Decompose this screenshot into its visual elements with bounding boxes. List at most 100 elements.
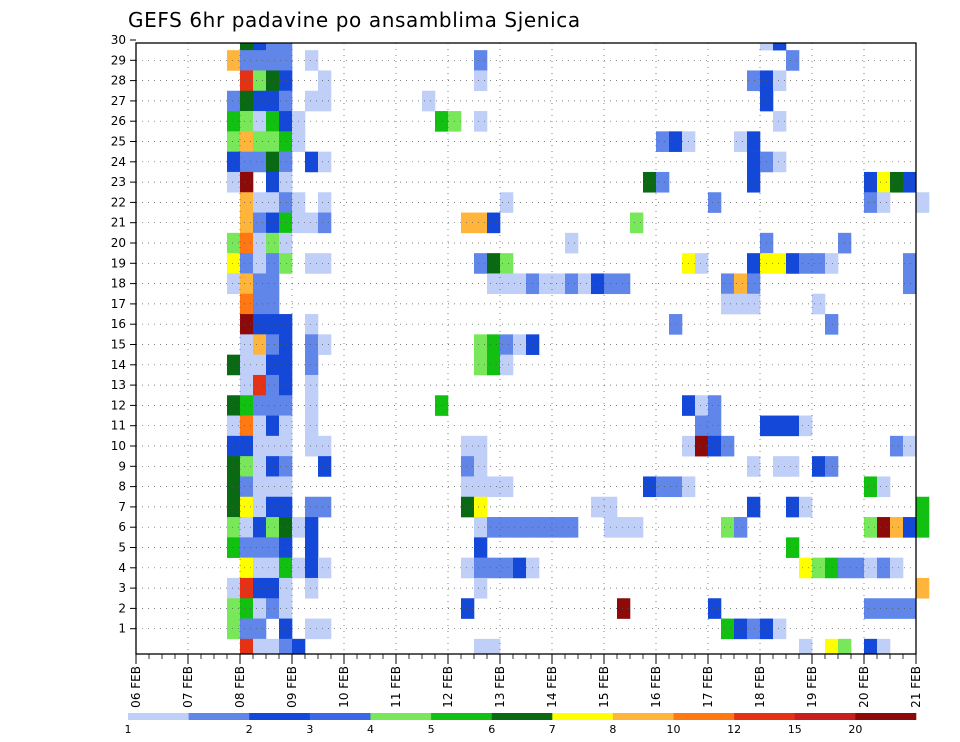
legend-swatch [491, 713, 553, 720]
precip-cell [305, 496, 319, 518]
x-axis-date-ticks: 06 FEB 07 FEB 08 FEB 09 FEB 10 FEB 11 FEB 12 F… [129, 654, 923, 708]
precip-cell [279, 374, 293, 396]
legend-swatch [249, 713, 311, 720]
precip-cell [773, 415, 787, 437]
precip-cell [721, 618, 735, 640]
precip-cell [474, 557, 488, 579]
precip-cell [461, 435, 475, 457]
precip-cell [240, 415, 254, 437]
precip-cell [253, 517, 267, 538]
precip-cell [253, 395, 267, 416]
y-tick-label: 12 [111, 398, 126, 412]
precip-cell [266, 456, 280, 477]
precip-cell [890, 557, 904, 579]
precip-cell [318, 192, 332, 213]
precip-cell [474, 212, 488, 234]
precip-cell [253, 557, 267, 579]
precip-cell [240, 618, 254, 640]
chart-title: GEFS 6hr padavine po ansamblima Sjenica [128, 8, 581, 32]
y-tick-label: 9 [118, 459, 126, 473]
precip-cell [266, 374, 280, 396]
precip-cell [266, 70, 280, 92]
precip-cell [227, 435, 241, 457]
y-tick-label: 6 [118, 520, 126, 534]
precip-cell [487, 476, 501, 498]
y-tick-label: 26 [111, 114, 126, 128]
precip-cell [305, 212, 319, 234]
legend-label: 1 [125, 723, 132, 736]
precip-cell [253, 43, 267, 51]
precip-cell [227, 618, 241, 640]
precip-cell [253, 476, 267, 498]
precip-cell [266, 50, 280, 71]
precip-cell [565, 273, 579, 295]
precip-cell [539, 517, 553, 538]
precip-cell [565, 232, 579, 254]
precip-cell [266, 537, 280, 558]
precip-cell [890, 171, 904, 193]
precip-cell [266, 476, 280, 498]
precip-cell [474, 517, 488, 538]
precip-cell [461, 496, 475, 518]
y-tick-label: 17 [111, 297, 126, 311]
precip-cell [500, 253, 514, 274]
precip-cell [825, 557, 839, 579]
precip-cell [786, 456, 800, 477]
precip-cell [305, 415, 319, 437]
precip-cell [630, 212, 644, 234]
y-tick-label: 24 [111, 155, 126, 169]
precip-cell [266, 273, 280, 295]
legend-label: 20 [848, 723, 862, 736]
precip-cell [240, 151, 254, 173]
precip-cell [916, 577, 930, 599]
precip-cell [227, 598, 241, 619]
precip-cell [240, 476, 254, 498]
precip-cell [279, 557, 293, 579]
precip-cell [877, 476, 891, 498]
precip-cell [643, 171, 657, 193]
precip-cell [227, 111, 241, 132]
precip-cell [773, 151, 787, 173]
precip-cell [266, 192, 280, 213]
precip-cell [734, 131, 748, 152]
precip-cell [305, 537, 319, 558]
precip-cell [435, 395, 449, 416]
precip-cell [721, 435, 735, 457]
precip-cell [890, 435, 904, 457]
precip-cell [279, 151, 293, 173]
precip-cell [266, 415, 280, 437]
precip-cell [266, 517, 280, 538]
precip-cell [695, 395, 709, 416]
precip-cell [474, 435, 488, 457]
precip-cell [318, 90, 332, 112]
legend-swatch [673, 713, 735, 720]
precip-cell [916, 496, 930, 518]
precip-cell [266, 151, 280, 173]
precip-cell [227, 415, 241, 437]
precip-cell [292, 638, 306, 655]
precip-cell [799, 638, 813, 655]
precip-cell [253, 212, 267, 234]
precip-cell [734, 517, 748, 538]
x-tick-label: 17 FEB [701, 666, 715, 708]
precip-cell [474, 354, 488, 376]
precip-cell [240, 50, 254, 71]
precip-cell [253, 618, 267, 640]
precip-cell [240, 192, 254, 213]
precip-cell [474, 537, 488, 558]
legend-label: 2 [246, 723, 253, 736]
precip-cell [487, 253, 501, 274]
precip-cell [864, 192, 878, 213]
precip-cell [253, 50, 267, 71]
precip-cell [305, 334, 319, 355]
precip-cell [877, 557, 891, 579]
precip-cell [747, 171, 761, 193]
precip-cell [240, 374, 254, 396]
precip-cell [799, 415, 813, 437]
precip-cell [500, 557, 514, 579]
precip-cell [500, 517, 514, 538]
precip-cell [903, 598, 917, 619]
precip-cell [240, 638, 254, 655]
precip-cell [266, 253, 280, 274]
precip-cell [318, 212, 332, 234]
